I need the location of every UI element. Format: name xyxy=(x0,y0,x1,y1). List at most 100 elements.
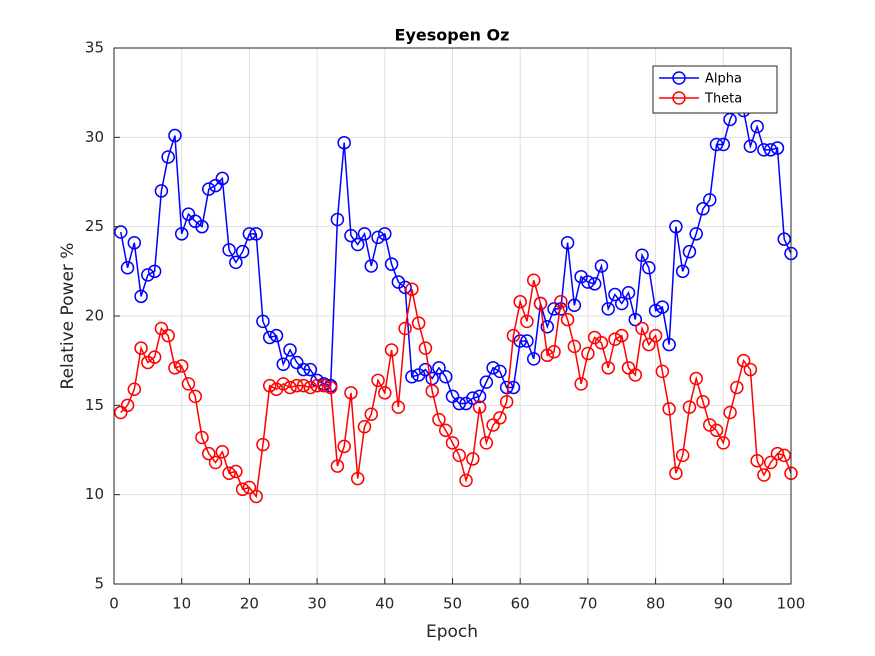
marker xyxy=(154,184,169,198)
marker xyxy=(540,319,555,334)
marker xyxy=(364,407,379,422)
y-tick-label: 25 xyxy=(85,217,104,235)
marker xyxy=(777,448,791,463)
marker xyxy=(682,244,697,259)
marker xyxy=(709,137,724,152)
marker xyxy=(310,378,324,393)
marker xyxy=(486,361,500,375)
marker xyxy=(161,328,175,343)
marker xyxy=(696,395,710,409)
marker xyxy=(608,332,622,346)
marker xyxy=(499,380,514,395)
marker xyxy=(486,418,500,432)
marker xyxy=(357,227,372,241)
marker xyxy=(384,343,399,357)
y-axis-label: Relative Power % xyxy=(58,243,78,390)
marker xyxy=(229,255,243,270)
marker xyxy=(587,277,602,291)
marker xyxy=(628,368,643,382)
marker xyxy=(378,227,392,241)
marker xyxy=(723,405,737,420)
marker xyxy=(242,227,257,241)
x-tick-label: 0 xyxy=(109,595,119,613)
marker xyxy=(208,455,223,470)
marker xyxy=(560,312,575,327)
marker xyxy=(621,286,636,300)
marker xyxy=(235,244,250,259)
marker xyxy=(418,362,433,377)
marker xyxy=(317,378,331,393)
marker xyxy=(364,259,379,273)
chart-title: Eyesopen Oz xyxy=(395,26,510,45)
ticks: 0 10 20 30 40 50 60 70 80 90 100 5 10 15 20 25 30 35 xyxy=(85,39,805,613)
marker xyxy=(459,473,473,488)
marker xyxy=(547,344,561,359)
x-tick-label: 70 xyxy=(578,595,597,613)
legend-label: Theta xyxy=(704,92,742,107)
marker xyxy=(655,364,670,379)
marker xyxy=(330,459,345,473)
marker xyxy=(371,373,385,388)
marker xyxy=(222,243,236,257)
marker xyxy=(452,396,467,411)
marker xyxy=(601,361,615,375)
marker xyxy=(296,378,311,393)
x-tick-label: 40 xyxy=(375,595,394,613)
marker xyxy=(432,361,446,375)
marker xyxy=(757,143,771,157)
marker xyxy=(371,230,385,245)
marker xyxy=(425,384,439,398)
marker xyxy=(689,227,703,241)
y-tick-label: 35 xyxy=(85,39,104,57)
marker xyxy=(283,343,297,357)
marker xyxy=(506,328,521,343)
marker xyxy=(202,182,216,196)
y-tick-label: 30 xyxy=(85,128,104,146)
marker xyxy=(696,202,710,216)
marker xyxy=(581,346,595,361)
marker xyxy=(770,141,785,155)
marker xyxy=(168,361,182,375)
legend-marker xyxy=(672,91,686,105)
marker xyxy=(344,386,358,400)
plot xyxy=(114,98,798,504)
marker xyxy=(655,300,670,314)
marker xyxy=(574,377,588,391)
marker xyxy=(445,389,460,404)
marker xyxy=(350,237,365,252)
marker xyxy=(276,357,290,371)
marker xyxy=(675,264,690,279)
y-tick-label: 10 xyxy=(85,485,104,503)
marker xyxy=(669,219,683,234)
marker xyxy=(466,452,480,466)
marker xyxy=(215,445,230,459)
marker xyxy=(337,135,351,150)
marker xyxy=(344,228,358,243)
marker xyxy=(195,219,209,234)
x-tick-label: 30 xyxy=(308,595,327,613)
marker xyxy=(750,453,764,468)
series-line xyxy=(120,103,792,405)
marker xyxy=(147,350,162,364)
marker xyxy=(763,455,778,470)
marker xyxy=(181,207,196,221)
marker xyxy=(770,446,785,461)
marker xyxy=(398,321,412,336)
marker xyxy=(594,336,609,350)
marker xyxy=(567,298,582,313)
marker xyxy=(276,377,290,391)
marker xyxy=(127,235,142,250)
marker xyxy=(120,261,135,275)
marker xyxy=(466,391,480,405)
marker xyxy=(337,439,351,454)
marker xyxy=(689,371,703,386)
marker xyxy=(208,178,223,193)
x-tick-label: 100 xyxy=(777,595,806,613)
marker xyxy=(303,380,318,395)
marker xyxy=(256,437,270,452)
marker xyxy=(709,423,724,438)
marker xyxy=(405,282,419,296)
marker xyxy=(256,314,270,329)
marker xyxy=(235,482,250,497)
